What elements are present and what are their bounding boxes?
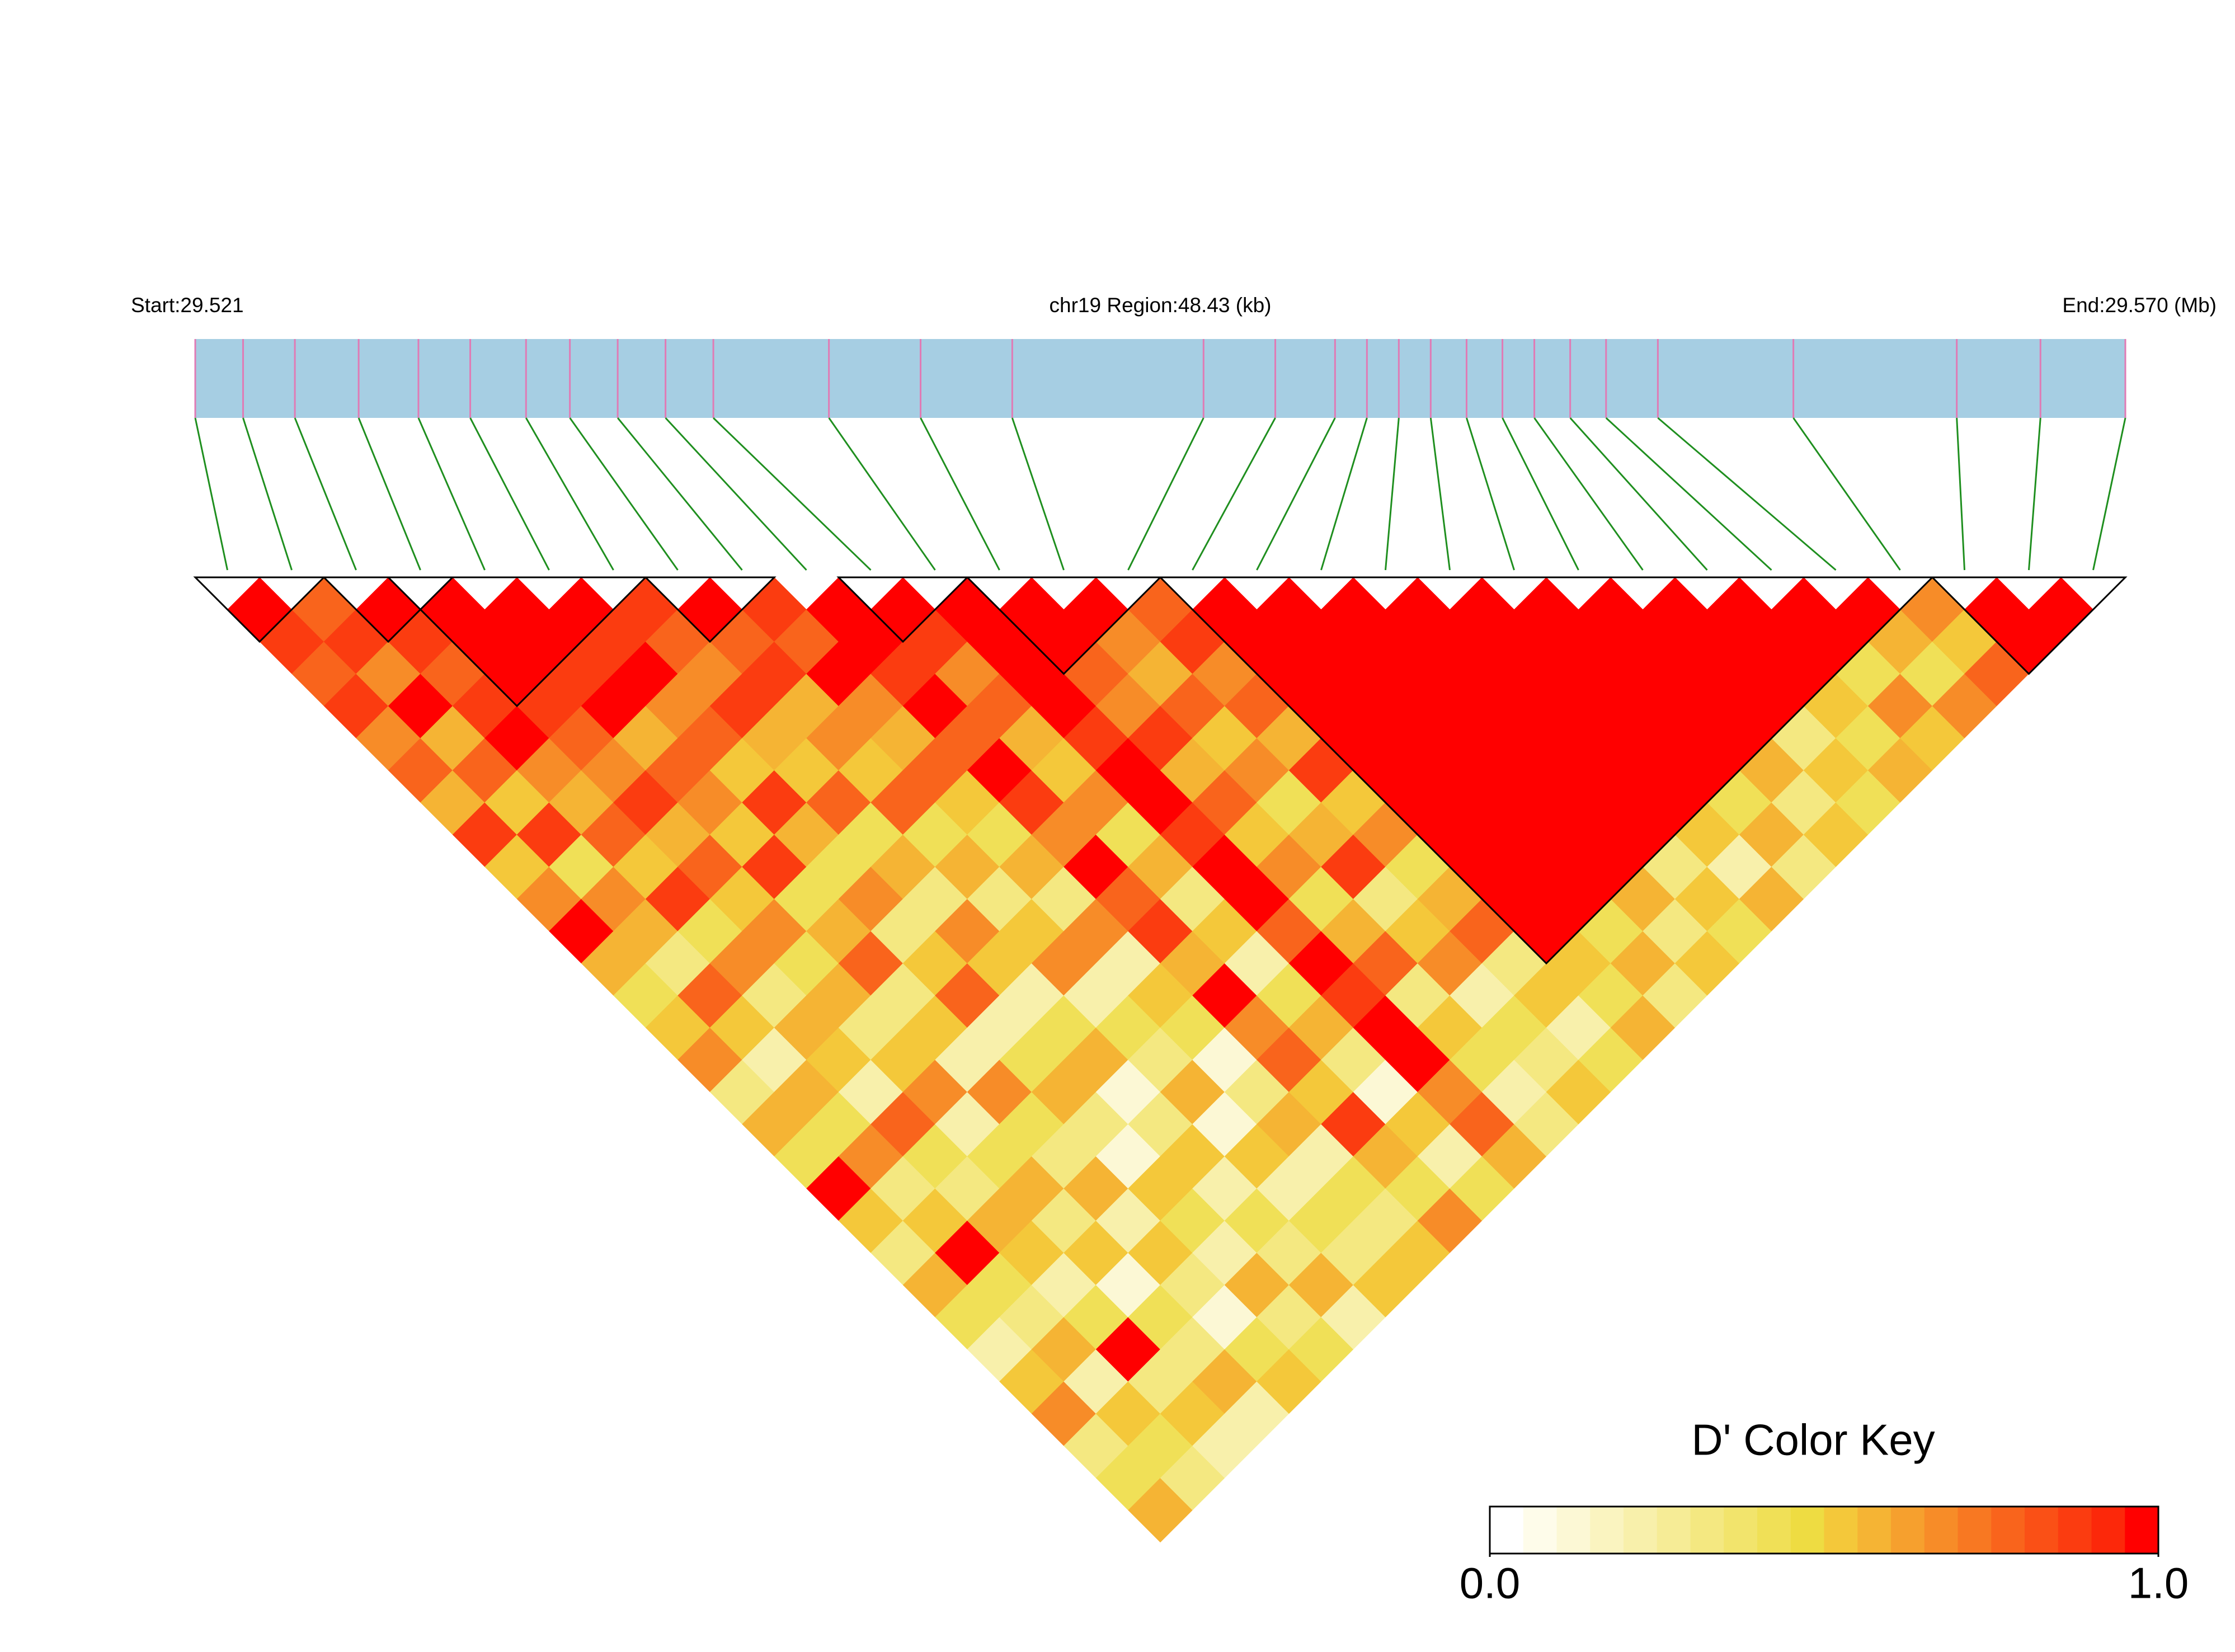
snp-connector xyxy=(2028,417,2041,571)
key-swatch xyxy=(1590,1507,1624,1554)
snp-connector xyxy=(569,417,679,571)
snp-connector xyxy=(1320,417,1368,571)
snp-connector xyxy=(1792,417,1901,571)
key-swatch xyxy=(2058,1507,2092,1554)
snp-connector xyxy=(1011,417,1065,571)
key-swatch xyxy=(2025,1507,2059,1554)
region-bar xyxy=(195,339,2125,418)
key-tick-label: 0.0 xyxy=(1460,1559,1520,1608)
ld-block xyxy=(1158,576,1935,965)
snp-connector xyxy=(417,417,486,571)
key-title: D' Color Key xyxy=(1691,1415,1935,1465)
snp-connector xyxy=(1569,417,1708,571)
snp-connector xyxy=(1533,417,1644,571)
key-swatch xyxy=(2091,1507,2125,1554)
snp-connector xyxy=(1956,417,1965,571)
key-swatch xyxy=(2125,1507,2159,1554)
snp-connector xyxy=(1429,417,1451,571)
snp-connector xyxy=(357,417,421,571)
snp-connector xyxy=(665,417,807,571)
key-swatch xyxy=(1624,1507,1658,1554)
snp-connector xyxy=(469,417,550,571)
key-swatch xyxy=(1958,1507,1992,1554)
snp-connector xyxy=(242,417,293,571)
key-swatch xyxy=(1891,1507,1925,1554)
snp-connector xyxy=(1466,417,1515,571)
snp-connector xyxy=(1127,417,1204,571)
key-swatch xyxy=(1690,1507,1724,1554)
region-label: chr19 Region:48.43 (kb) xyxy=(1050,294,1272,317)
key-tick-label: 1.0 xyxy=(2128,1559,2189,1608)
ld-block xyxy=(836,576,970,643)
snp-connector xyxy=(920,417,1000,571)
ld-block xyxy=(965,576,1163,675)
end-label: End:29.570 (Mb) xyxy=(2062,294,2217,317)
ld-block xyxy=(1930,576,2128,675)
snp-connector xyxy=(525,417,614,571)
snp-connector xyxy=(1385,417,1400,571)
snp-connector xyxy=(1502,417,1579,571)
snp-connector xyxy=(1192,417,1276,571)
key-swatch xyxy=(1824,1507,1858,1554)
snp-connector xyxy=(1256,417,1336,571)
snp-connector xyxy=(617,417,743,571)
key-swatch xyxy=(1757,1507,1791,1554)
key-swatch xyxy=(1657,1507,1691,1554)
snp-connector xyxy=(1605,417,1772,571)
key-swatch xyxy=(1556,1507,1591,1554)
key-swatch xyxy=(1790,1507,1824,1554)
ld-block xyxy=(643,576,777,643)
key-swatch xyxy=(1724,1507,1758,1554)
ld-block xyxy=(193,576,326,643)
snp-connector xyxy=(294,417,357,571)
key-swatch xyxy=(1523,1507,1557,1554)
start-label: Start:29.521 xyxy=(131,294,244,317)
ld-block xyxy=(386,576,648,708)
key-frame xyxy=(1489,1505,2159,1555)
key-swatch xyxy=(1991,1507,2025,1554)
snp-connector xyxy=(713,417,872,571)
key-swatch xyxy=(1924,1507,1958,1554)
key-swatch xyxy=(1857,1507,1891,1554)
snp-connector xyxy=(1657,417,1837,571)
snp-connector xyxy=(2092,417,2126,571)
key-swatch xyxy=(1490,1507,1524,1554)
snp-connector xyxy=(194,417,228,571)
snp-connector xyxy=(828,417,936,571)
